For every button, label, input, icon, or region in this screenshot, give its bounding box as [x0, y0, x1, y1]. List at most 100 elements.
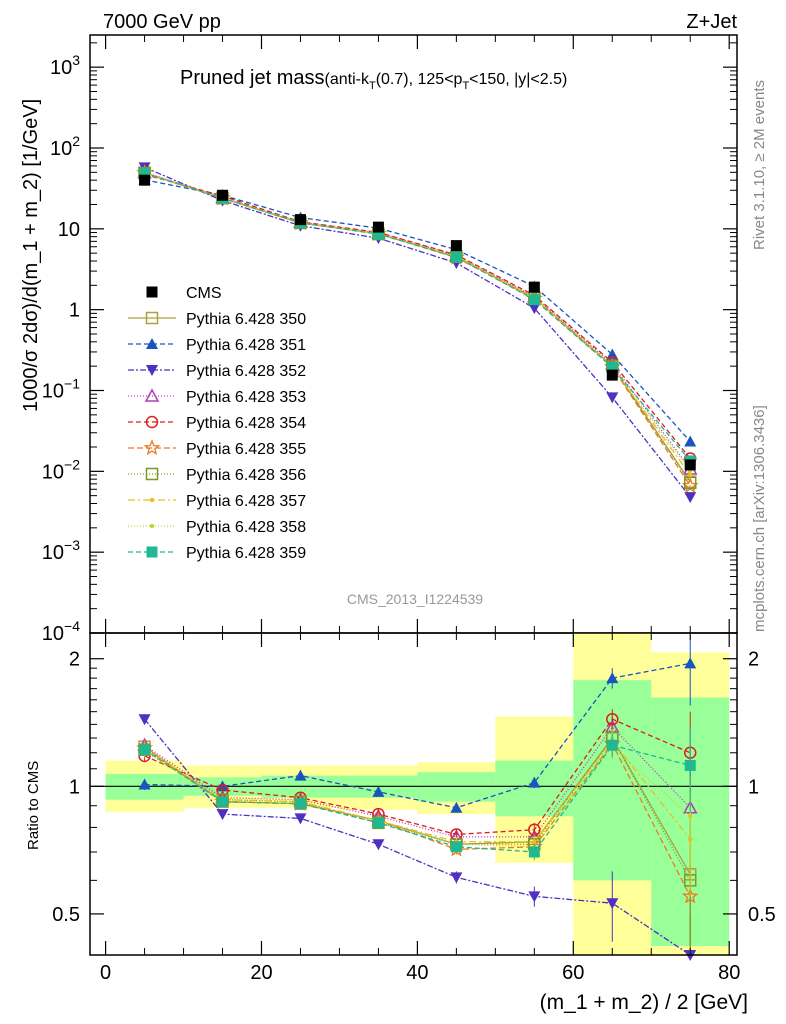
- ratio-point: [684, 759, 696, 771]
- ratio-point: [294, 798, 306, 810]
- legend-marker: [149, 497, 155, 503]
- ratio-point: [138, 714, 151, 726]
- ratio-point: [528, 891, 541, 903]
- legend-marker: [149, 523, 155, 529]
- series-point: [139, 167, 151, 179]
- legend-label: Pythia 6.428 350: [186, 311, 306, 328]
- ratio-line: [144, 662, 691, 809]
- y-tick-label-top: 103: [50, 52, 80, 79]
- legend-label: Pythia 6.428 354: [186, 415, 306, 432]
- legend-label: Pythia 6.428 356: [186, 467, 306, 484]
- series-line: [144, 172, 691, 476]
- y-tick-label-bottom-right: 2: [748, 649, 759, 671]
- ratio-line: [144, 739, 691, 843]
- legend-entry: Pythia 6.428 359: [128, 545, 306, 562]
- data-series: [139, 174, 696, 471]
- ratio-point: [606, 712, 619, 726]
- title-main: Pruned jet mass: [180, 67, 325, 89]
- ratio-line: [144, 718, 691, 836]
- series-point: [684, 492, 697, 504]
- title-sub-c: (0.7), 125<p: [376, 71, 463, 88]
- data-point: [372, 221, 384, 233]
- header-left: 7000 GeV pp: [103, 11, 221, 33]
- legend-label: Pythia 6.428 355: [186, 441, 306, 458]
- series-line: [144, 173, 691, 459]
- legend-entry: Pythia 6.428 358: [128, 519, 306, 536]
- ratio-point: [217, 796, 229, 808]
- legend-entry: Pythia 6.428 351: [128, 337, 306, 354]
- legend: CMS Pythia 6.428 350 Pythia 6.428 351 Pythi…: [128, 285, 306, 562]
- legend-entry: Pythia 6.428 352: [128, 363, 306, 380]
- data-point: [294, 214, 306, 226]
- ratio-point: [372, 785, 385, 797]
- y-tick-label-top: 10−1: [42, 376, 80, 403]
- y-axis-label-top: 1000/σ 2dσ)/d(m_1 + m_2) [1/GeV]: [20, 99, 42, 412]
- rivet-label: Rivet 3.1.10, ≥ 2M events: [751, 80, 768, 250]
- title-sub-e: <150, |y|<2.5): [469, 71, 567, 88]
- data-point: [606, 369, 618, 381]
- ratio-series-2: [138, 714, 697, 961]
- x-tick-label: 60: [562, 962, 584, 984]
- data-point: [139, 174, 151, 186]
- ratio-point: [684, 657, 697, 669]
- ratio-series-9: [139, 728, 696, 861]
- legend-marker: [146, 546, 158, 558]
- ratio-point: [372, 839, 385, 851]
- top-frame: [89, 34, 738, 634]
- legend-marker: [146, 338, 158, 349]
- series-point: [528, 303, 541, 315]
- legend-marker: [146, 365, 158, 376]
- ratio-line: [144, 744, 691, 853]
- series-line: [144, 179, 691, 442]
- ratio-point: [528, 776, 541, 788]
- data-point: [684, 459, 696, 471]
- bottom-panel: 0 20 40 60 80 0.5 0.5 1 1 2 2 Ratio to CMS (m_1 + …: [25, 632, 776, 1014]
- ratio-line: [144, 726, 691, 838]
- ratio-point: [450, 841, 462, 853]
- legend-entry: Pythia 6.428 350: [128, 311, 306, 328]
- legend-entry: Pythia 6.428 355: [128, 439, 306, 458]
- x-axis-label: (m_1 + m_2) / 2 [GeV]: [540, 991, 748, 1014]
- x-tick-label: 40: [406, 962, 428, 984]
- ratio-series-1: [138, 633, 697, 813]
- y-tick-label-bottom: 1: [69, 776, 80, 798]
- ratio-point: [688, 814, 693, 819]
- series-point: [528, 294, 540, 306]
- x-tick-label: 20: [250, 962, 272, 984]
- y-axis-label-bottom: Ratio to CMS: [25, 761, 42, 850]
- series-point: [606, 361, 618, 373]
- legend-entry: Pythia 6.428 354: [128, 415, 306, 432]
- series-line: [144, 172, 691, 487]
- y-tick-label-bottom: 0.5: [52, 904, 80, 926]
- ratio-point: [606, 672, 619, 684]
- legend-label: Pythia 6.428 351: [186, 337, 306, 354]
- title-sub-d: T: [462, 80, 469, 92]
- series-line: [144, 172, 691, 484]
- ratio-point: [139, 744, 151, 756]
- series-point: [683, 476, 697, 490]
- series-line: [144, 172, 691, 462]
- legend-marker: [143, 439, 161, 456]
- x-tick-label: 0: [100, 962, 111, 984]
- ratio-point: [450, 872, 463, 884]
- band-inner: [495, 760, 574, 817]
- ratio-point: [528, 846, 540, 858]
- ratio-point: [606, 898, 619, 910]
- chart-title: Pruned jet mass(anti-kT(0.7), 125<pT<150…: [180, 67, 567, 92]
- legend-entry: Pythia 6.428 353: [128, 388, 306, 406]
- ratio-point: [606, 739, 618, 751]
- ratio-point: [372, 817, 384, 829]
- mcplots-label: mcplots.cern.ch [arXiv:1306.3436]: [751, 405, 768, 632]
- data-point: [528, 281, 540, 293]
- series-point: [688, 472, 693, 478]
- ratio-point: [294, 813, 307, 825]
- legend-label: Pythia 6.428 357: [186, 493, 306, 510]
- ratio-point: [450, 801, 463, 813]
- legend-label: Pythia 6.428 352: [186, 363, 306, 380]
- legend-label: Pythia 6.428 353: [186, 389, 306, 406]
- data-point: [450, 240, 462, 252]
- ratio-point: [216, 809, 229, 821]
- ratio-line: [144, 718, 691, 956]
